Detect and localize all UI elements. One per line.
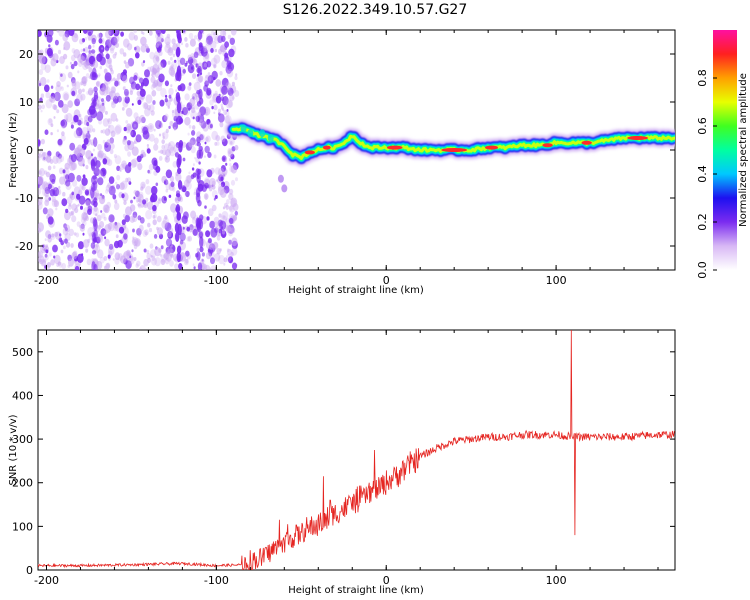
y-tick-label: 300 — [12, 433, 33, 446]
y-tick-label: 100 — [12, 520, 33, 533]
y-tick-label: 200 — [12, 477, 33, 490]
snr-panel: -200 -100 0 100 0 100 200 300 400 500 Height of … — [8, 329, 676, 596]
snr-series-line — [38, 330, 675, 570]
ridge-core-4 — [485, 145, 498, 150]
snr-x-axis-label: Height of straight line (km) — [288, 585, 424, 596]
ridge-core-3 — [441, 148, 468, 152]
colorbar-ticks: 0.0 0.2 0.4 0.6 0.8 — [696, 69, 717, 279]
colorbar-gradient — [713, 30, 737, 270]
y-tick-label: 20 — [19, 48, 33, 61]
y-tick-label: -10 — [15, 192, 33, 205]
y-tick-label: 10 — [19, 96, 33, 109]
y-tick-label: 0 — [26, 144, 33, 157]
colorbar-tick-label: 0.4 — [696, 165, 709, 183]
colorbar-tick-label: 0.0 — [696, 261, 709, 279]
ridge-blob-4 — [277, 174, 284, 183]
x-tick-label: -200 — [34, 574, 59, 587]
colorbar-tick-label: 0.2 — [696, 213, 709, 231]
ridge-core-1 — [322, 145, 331, 150]
snr-y-ticks: 0 100 200 300 400 500 — [12, 346, 675, 577]
chart-title: S126.2022.349.10.57.G27 — [283, 2, 468, 18]
ridge-track — [225, 119, 675, 193]
x-tick-label: 100 — [546, 274, 567, 287]
ridge-core-2 — [386, 145, 403, 150]
x-tick-label: -100 — [204, 574, 229, 587]
ridge-core-0 — [304, 150, 315, 155]
y-tick-label: -20 — [15, 240, 33, 253]
y-tick-label: 0 — [26, 564, 33, 577]
spectrogram-y-axis-label: Frequency (Hz) — [8, 112, 19, 188]
ridge-blob-2 — [259, 129, 266, 138]
colorbar-tick-label: 0.6 — [696, 117, 709, 135]
ridge-core-6 — [581, 140, 592, 145]
ridge-blob-5 — [281, 184, 288, 193]
x-tick-label: 0 — [383, 574, 390, 587]
x-tick-label: -200 — [34, 274, 59, 287]
noise-speckle — [38, 30, 240, 270]
ridge-blob-0 — [240, 124, 247, 133]
spectrogram-x-ticks: -200 -100 0 100 — [34, 30, 659, 287]
spectrogram-y-ticks: 20 10 0 -10 -20 — [15, 48, 675, 253]
ridge-core-5 — [542, 143, 553, 148]
ridge-core-7 — [627, 136, 648, 140]
y-tick-label: 400 — [12, 389, 33, 402]
x-tick-label: 100 — [546, 574, 567, 587]
y-tick-label: 500 — [12, 346, 33, 359]
colorbar-tick-label: 0.8 — [696, 69, 709, 87]
spectrogram-x-axis-label: Height of straight line (km) — [288, 285, 424, 296]
snr-frame — [37, 329, 676, 571]
colorbar-label: Normalized spectral amplitude — [738, 73, 749, 227]
x-tick-label: -100 — [204, 274, 229, 287]
colorbar: 0.0 0.2 0.4 0.6 0.8 Normalized spectral ampl… — [696, 30, 749, 279]
x-tick-label: 0 — [383, 274, 390, 287]
snr-y-axis-label: SNR (10 * v/v) — [8, 414, 19, 485]
ridge-blob-1 — [247, 129, 254, 138]
snr-x-ticks: -200 -100 0 100 — [34, 330, 659, 587]
ridge-blob-3 — [267, 134, 274, 142]
